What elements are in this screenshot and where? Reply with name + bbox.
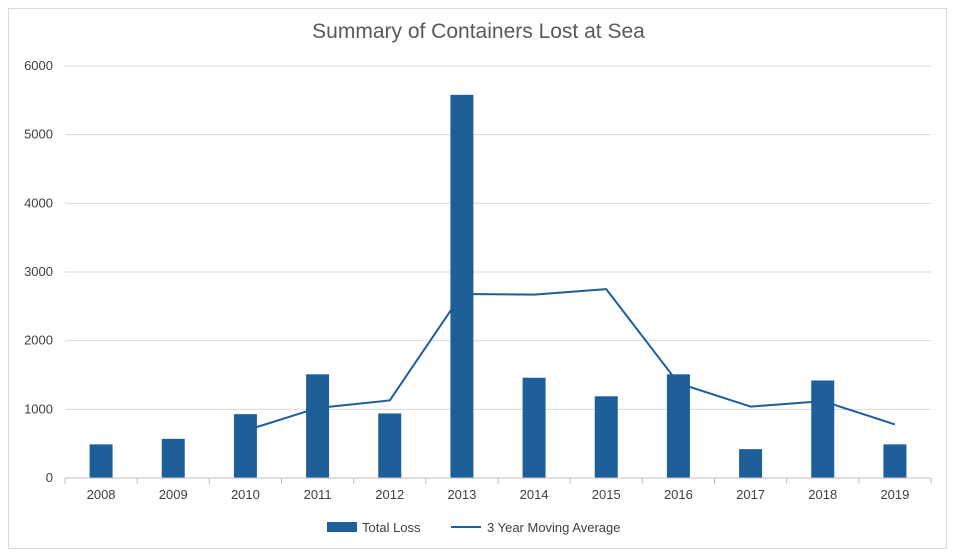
legend-label-total-loss: Total Loss [362, 520, 421, 535]
gridlines [65, 65, 931, 410]
bar-2018 [811, 380, 835, 478]
legend: Total Loss 3 Year Moving Average [327, 520, 620, 535]
bar-2008 [89, 444, 113, 478]
x-tick-label-2016: 2016 [664, 487, 693, 502]
bar-2015 [594, 396, 618, 478]
y-tick-label-2000: 2000 [24, 333, 53, 348]
legend-label-moving-average: 3 Year Moving Average [487, 520, 620, 535]
bar-2013 [450, 94, 474, 478]
y-tick-label-1000: 1000 [24, 401, 53, 416]
moving-average-line [245, 288, 896, 432]
bar-series-total-loss [89, 94, 907, 478]
y-tick-label-6000: 6000 [24, 58, 53, 73]
bar-2017 [739, 449, 763, 478]
x-tick-label-2010: 2010 [231, 487, 260, 502]
x-tick-label-2014: 2014 [520, 487, 549, 502]
y-tick-label-3000: 3000 [24, 264, 53, 279]
bar-2016 [666, 374, 690, 478]
y-tick-label-0: 0 [46, 470, 53, 485]
line-series-moving-average [245, 288, 896, 432]
x-tick-label-2012: 2012 [375, 487, 404, 502]
x-tick-label-2011: 2011 [304, 487, 332, 502]
bar-2010 [233, 414, 257, 478]
y-tick-label-5000: 5000 [24, 127, 53, 142]
legend-swatch-total-loss [327, 522, 357, 532]
x-tick-label-2019: 2019 [880, 487, 909, 502]
bar-2019 [883, 444, 907, 478]
x-tick-label-2017: 2017 [736, 487, 765, 502]
bar-2009 [161, 438, 185, 478]
x-tick-label-2015: 2015 [592, 487, 621, 502]
y-axis-ticks: 0 1000 2000 3000 4000 5000 6000 [24, 58, 53, 485]
x-tick-label-2009: 2009 [159, 487, 188, 502]
y-tick-label-4000: 4000 [24, 195, 53, 210]
x-tick-label-2018: 2018 [808, 487, 837, 502]
bar-2014 [522, 377, 546, 478]
bar-2011 [306, 374, 330, 478]
x-tick-label-2008: 2008 [87, 487, 116, 502]
chart-title: Summary of Containers Lost at Sea [312, 20, 645, 43]
x-tick-label-2013: 2013 [447, 487, 476, 502]
bar-2012 [378, 413, 402, 478]
x-axis: 2008 2009 2010 2011 2012 2013 2014 2015 2016 2017… [64, 477, 932, 502]
